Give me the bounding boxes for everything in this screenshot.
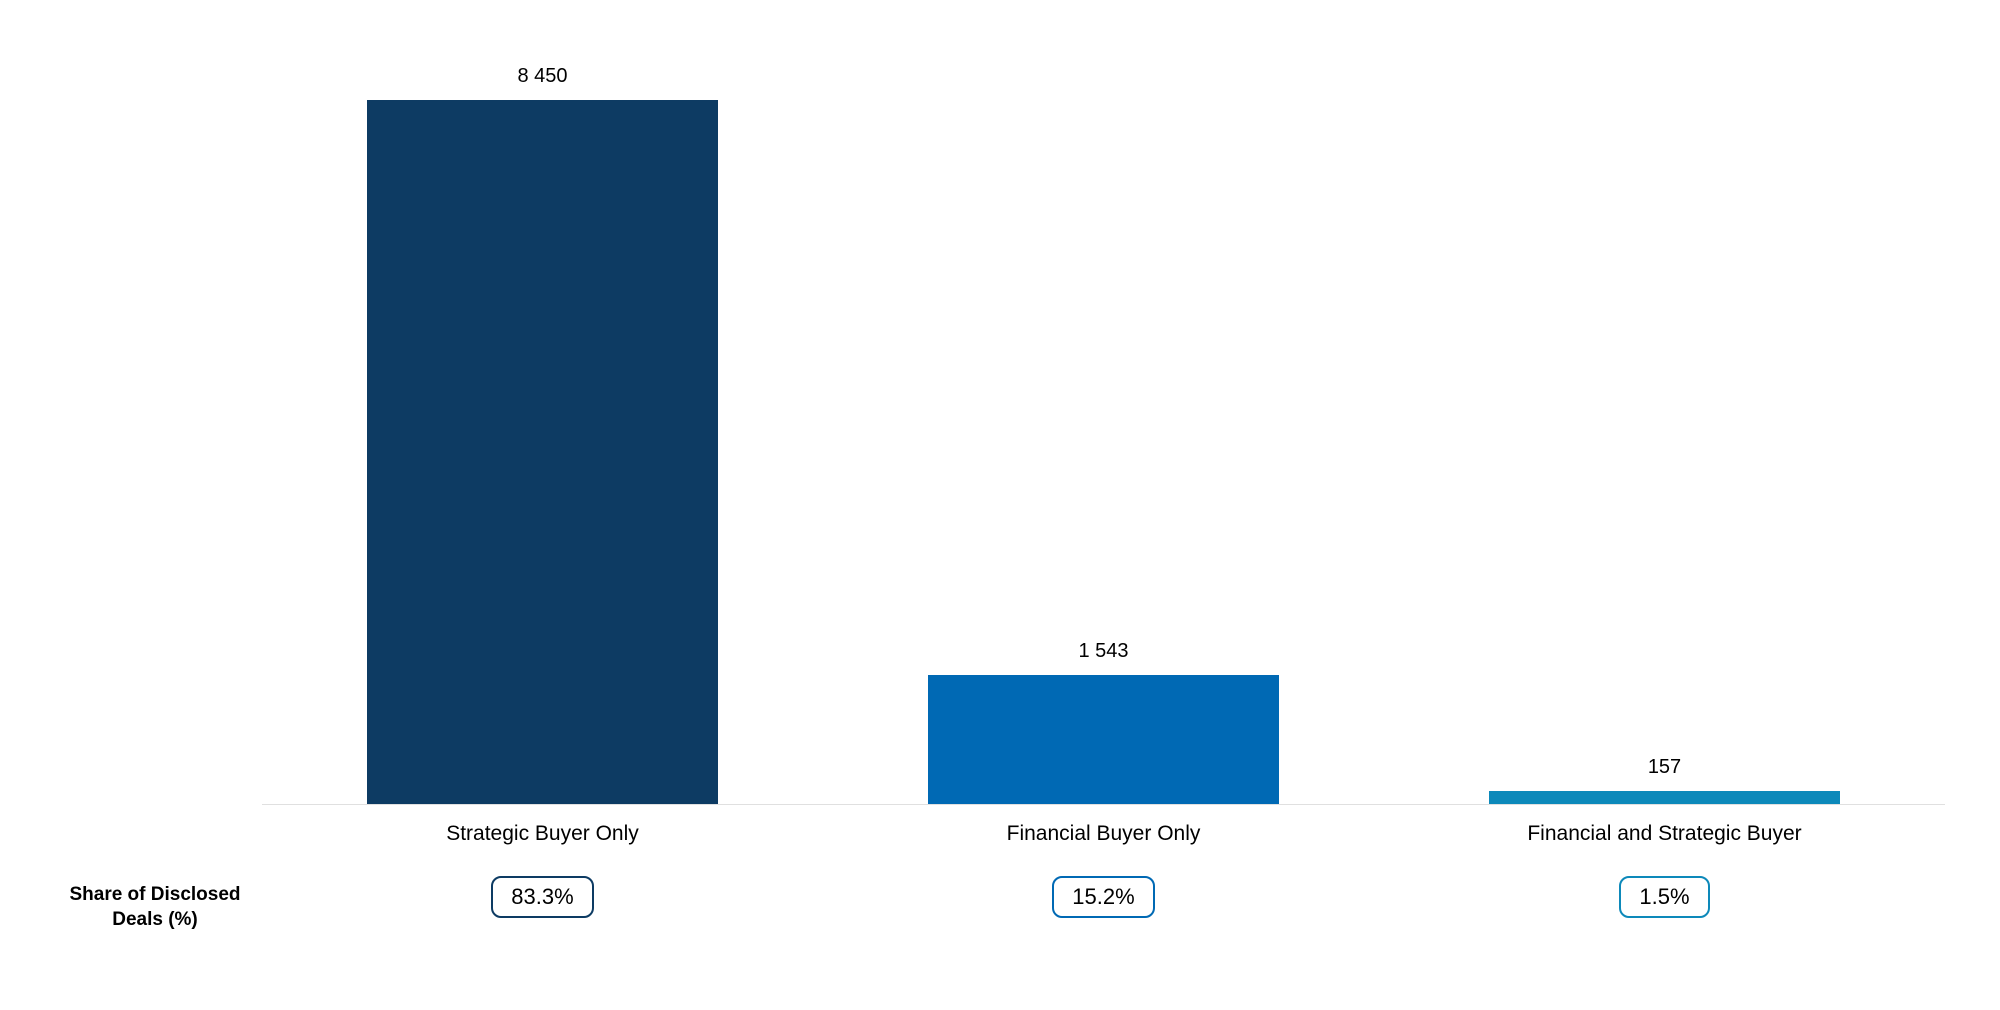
bar-value-label: 8 450 [517, 65, 568, 87]
share-row-label-line2: Deals (%) [112, 909, 198, 930]
category-label-financial-buyer-only: Financial Buyer Only [1006, 822, 1201, 845]
share-cell: 1.5% [1384, 876, 1945, 918]
share-of-disclosed-deals-row: 83.3% 15.2% 1.5% [262, 876, 1945, 918]
bar-column-strategic-buyer-only: 8 450 [262, 60, 823, 804]
share-cell: 15.2% [823, 876, 1384, 918]
plot-area: 8 450 1 543 157 [262, 60, 1945, 804]
category-axis-labels: Strategic Buyer Only Financial Buyer Onl… [262, 822, 1945, 846]
bar-financial-buyer-only [928, 675, 1279, 804]
bar-value-label: 1 543 [1078, 640, 1129, 662]
share-row-label: Share of Disclosed Deals (%) [40, 882, 270, 932]
x-axis-baseline [262, 804, 1945, 805]
bar-strategic-buyer-only [367, 100, 718, 804]
share-badge-financial-and-strategic-buyer: 1.5% [1619, 876, 1710, 918]
share-row-label-line1: Share of Disclosed [69, 884, 241, 905]
share-cell: 83.3% [262, 876, 823, 918]
category-label-strategic-buyer-only: Strategic Buyer Only [446, 822, 639, 845]
bar-financial-and-strategic-buyer [1489, 791, 1840, 804]
bar-column-financial-and-strategic-buyer: 157 [1384, 60, 1945, 804]
category-label-financial-and-strategic-buyer: Financial and Strategic Buyer [1527, 822, 1802, 845]
share-badge-financial-buyer-only: 15.2% [1052, 876, 1155, 918]
bar-value-label: 157 [1647, 756, 1682, 778]
share-badge-strategic-buyer-only: 83.3% [491, 876, 594, 918]
bar-column-financial-buyer-only: 1 543 [823, 60, 1384, 804]
